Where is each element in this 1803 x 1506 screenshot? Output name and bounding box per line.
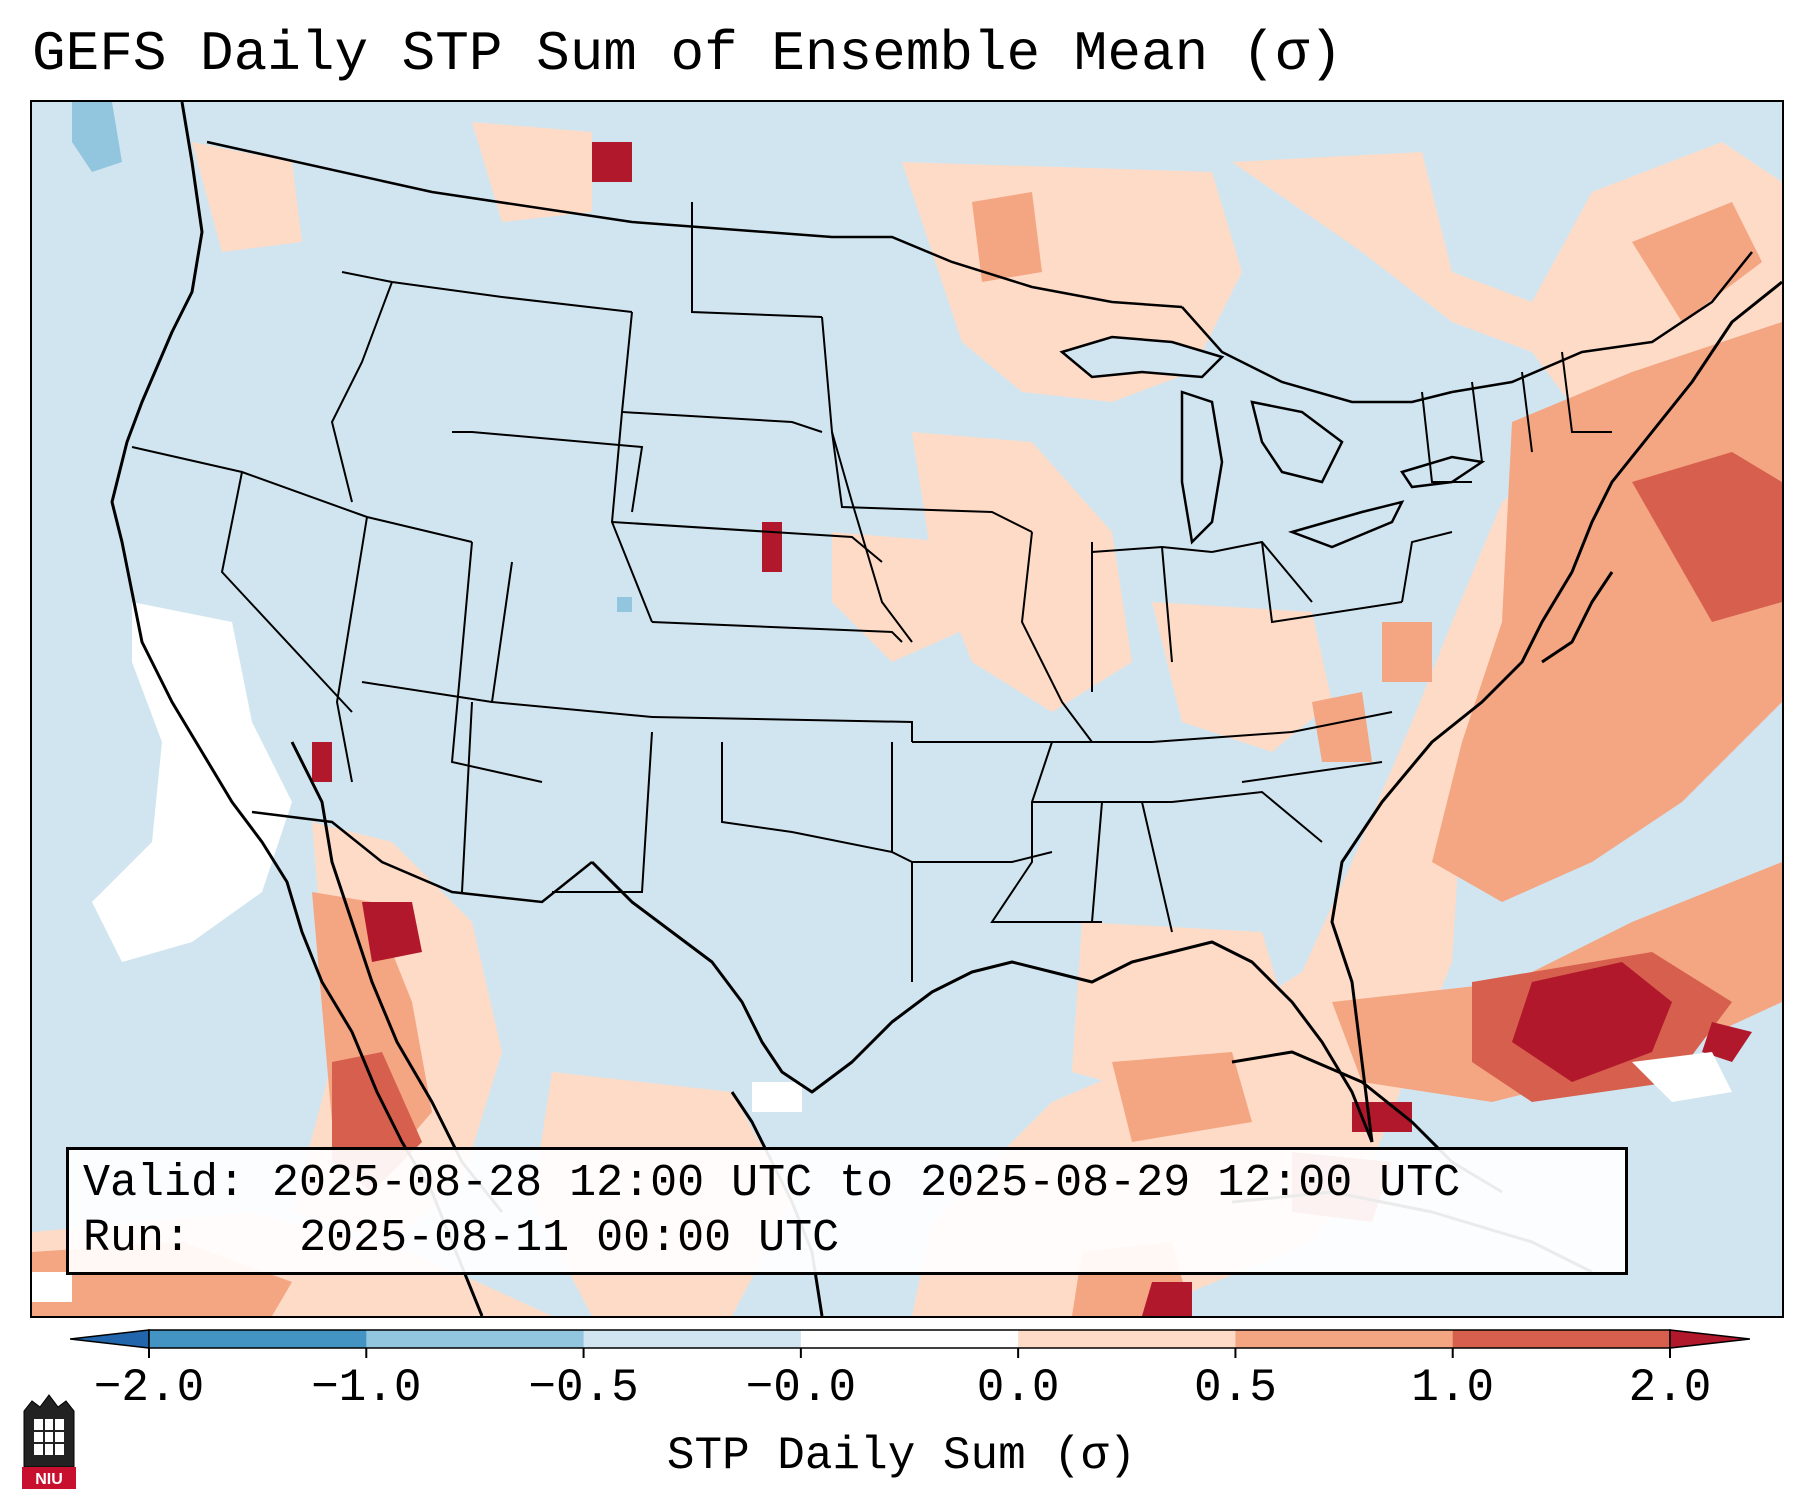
colorbar-extend-high bbox=[1669, 1329, 1750, 1349]
colorbar-segments bbox=[148, 1329, 1671, 1358]
field-light-blue bbox=[72, 102, 632, 612]
map-canvas bbox=[32, 102, 1782, 1316]
niu-logo-window-bars bbox=[34, 1419, 64, 1455]
great-lakes bbox=[1059, 335, 1486, 549]
colorbar-segment bbox=[1452, 1330, 1671, 1348]
colorbar-segment bbox=[149, 1330, 367, 1348]
valid-time-box: Valid: 2025-08-28 12:00 UTC to 2025-08-2… bbox=[66, 1147, 1628, 1275]
niu-logo-window-grid bbox=[34, 1419, 64, 1455]
valid-label: Valid: bbox=[83, 1158, 246, 1209]
colorbar-tick-label: 0.0 bbox=[976, 1362, 1060, 1414]
state-borders bbox=[131, 202, 1612, 982]
country-borders bbox=[206, 140, 1753, 904]
field-crimson bbox=[312, 142, 1752, 1316]
niu-logo: NIU bbox=[22, 1394, 76, 1489]
valid-row: Valid: 2025-08-28 12:00 UTC to 2025-08-2… bbox=[83, 1156, 1625, 1211]
colorbar-extend-low bbox=[70, 1329, 150, 1349]
run-row: Run: 2025-08-11 00:00 UTC bbox=[83, 1211, 1625, 1266]
niu-logo-banner bbox=[22, 1467, 76, 1489]
colorbar-segment bbox=[1235, 1330, 1454, 1348]
run-value: 2025-08-11 00:00 UTC bbox=[299, 1213, 840, 1264]
run-label: Run: bbox=[83, 1213, 192, 1264]
map-panel bbox=[30, 100, 1784, 1318]
colorbar-tick-label: −0.0 bbox=[745, 1362, 857, 1414]
chart-title: GEFS Daily STP Sum of Ensemble Mean (σ) bbox=[32, 22, 1343, 86]
field-white bbox=[32, 602, 1732, 1302]
colorbar-tick-label: 1.0 bbox=[1411, 1362, 1495, 1414]
colorbar-segment bbox=[1018, 1330, 1236, 1348]
colorbar-segment bbox=[366, 1330, 585, 1348]
colorbar-tick-label: 2.0 bbox=[1628, 1362, 1712, 1414]
colorbar-tick-label: −0.5 bbox=[528, 1362, 639, 1414]
niu-logo-text: NIU bbox=[35, 1471, 63, 1488]
colorbar-label: STP Daily Sum (σ) bbox=[666, 1430, 1137, 1482]
valid-value: 2025-08-28 12:00 UTC to 2025-08-29 12:00… bbox=[272, 1158, 1461, 1209]
colorbar-segment bbox=[800, 1330, 1019, 1348]
colorbar-tick-label: −1.0 bbox=[311, 1362, 422, 1414]
colorbar-segment bbox=[583, 1330, 802, 1348]
colorbar bbox=[70, 1329, 1750, 1358]
colorbar-tick-label: −2.0 bbox=[93, 1362, 205, 1414]
colorbar-tick-label: 0.5 bbox=[1194, 1362, 1277, 1414]
